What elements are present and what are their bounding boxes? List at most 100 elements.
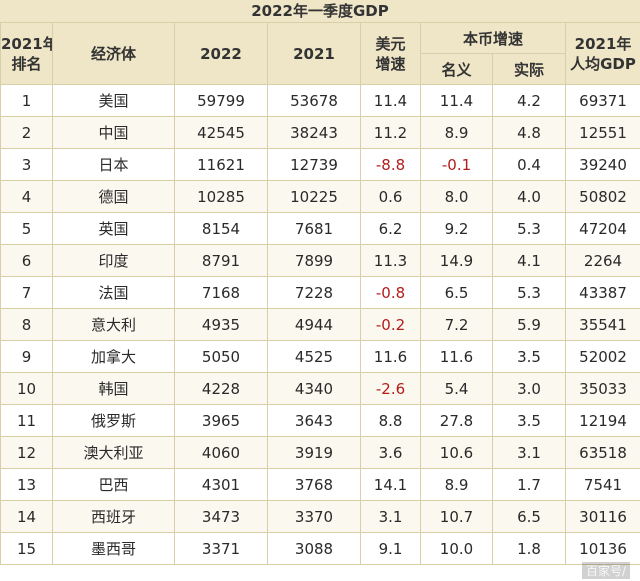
cell-per-capita: 47204 bbox=[565, 212, 640, 245]
cell-real-growth: 3.5 bbox=[491, 404, 567, 437]
cell-gdp-2022: 42545 bbox=[174, 116, 268, 149]
header-2022: 2022 bbox=[174, 22, 268, 85]
cell-usd-growth: 8.8 bbox=[360, 404, 421, 437]
cell-gdp-2021: 3919 bbox=[267, 436, 361, 469]
cell-gdp-2021: 38243 bbox=[267, 116, 361, 149]
cell-usd-growth: -0.8 bbox=[360, 276, 421, 309]
cell-per-capita: 50802 bbox=[565, 180, 640, 213]
cell-per-capita: 2264 bbox=[565, 244, 640, 277]
cell-real-growth: 3.5 bbox=[491, 340, 567, 373]
cell-real-growth: 4.2 bbox=[491, 84, 567, 117]
cell-nominal-growth: 8.9 bbox=[420, 468, 493, 501]
cell-economy: 法国 bbox=[52, 276, 175, 309]
cell-gdp-2022: 3473 bbox=[174, 500, 268, 533]
cell-real-growth: 4.8 bbox=[491, 116, 567, 149]
header-rank: 2021年 排名 bbox=[0, 22, 53, 85]
cell-nominal-growth: 8.9 bbox=[420, 116, 493, 149]
cell-economy: 西班牙 bbox=[52, 500, 175, 533]
cell-rank: 8 bbox=[0, 308, 53, 341]
cell-nominal-growth: 5.4 bbox=[420, 372, 493, 405]
cell-gdp-2021: 4340 bbox=[267, 372, 361, 405]
cell-economy: 巴西 bbox=[52, 468, 175, 501]
cell-real-growth: 6.5 bbox=[491, 500, 567, 533]
cell-rank: 3 bbox=[0, 148, 53, 181]
cell-real-growth: 3.0 bbox=[491, 372, 567, 405]
cell-usd-growth: 11.3 bbox=[360, 244, 421, 277]
cell-gdp-2022: 4935 bbox=[174, 308, 268, 341]
cell-usd-growth: 14.1 bbox=[360, 468, 421, 501]
cell-real-growth: 5.9 bbox=[491, 308, 567, 341]
table-row: 11 俄罗斯 3965 3643 8.8 27.8 3.5 12194 bbox=[0, 404, 640, 437]
cell-nominal-growth: 11.4 bbox=[420, 84, 493, 117]
cell-real-growth: 4.0 bbox=[491, 180, 567, 213]
table-row: 5 英国 8154 7681 6.2 9.2 5.3 47204 bbox=[0, 212, 640, 245]
cell-gdp-2022: 10285 bbox=[174, 180, 268, 213]
cell-nominal-growth: 6.5 bbox=[420, 276, 493, 309]
cell-nominal-growth: 14.9 bbox=[420, 244, 493, 277]
header-row-top: 2021年 排名 经济体 2022 2021 美元 增速 本币增速 2021年 … bbox=[0, 22, 640, 85]
cell-gdp-2022: 8791 bbox=[174, 244, 268, 277]
header-usd-growth: 美元 增速 bbox=[360, 22, 421, 85]
cell-gdp-2021: 12739 bbox=[267, 148, 361, 181]
cell-rank: 6 bbox=[0, 244, 53, 277]
cell-gdp-2022: 5050 bbox=[174, 340, 268, 373]
cell-usd-growth: 0.6 bbox=[360, 180, 421, 213]
cell-usd-growth: -2.6 bbox=[360, 372, 421, 405]
cell-gdp-2021: 3370 bbox=[267, 500, 361, 533]
cell-gdp-2022: 59799 bbox=[174, 84, 268, 117]
cell-per-capita: 30116 bbox=[565, 500, 640, 533]
cell-gdp-2022: 8154 bbox=[174, 212, 268, 245]
cell-nominal-growth: 10.7 bbox=[420, 500, 493, 533]
cell-rank: 5 bbox=[0, 212, 53, 245]
cell-rank: 4 bbox=[0, 180, 53, 213]
header-per-capita: 2021年 人均GDP bbox=[565, 22, 640, 85]
cell-real-growth: 5.3 bbox=[491, 276, 567, 309]
cell-gdp-2021: 7681 bbox=[267, 212, 361, 245]
cell-nominal-growth: 9.2 bbox=[420, 212, 493, 245]
header-2021: 2021 bbox=[267, 22, 361, 85]
cell-gdp-2021: 3088 bbox=[267, 532, 361, 565]
header-local-growth: 本币增速 bbox=[419, 22, 567, 54]
cell-gdp-2021: 7899 bbox=[267, 244, 361, 277]
cell-nominal-growth: 10.0 bbox=[420, 532, 493, 565]
cell-nominal-growth: 7.2 bbox=[420, 308, 493, 341]
cell-rank: 15 bbox=[0, 532, 53, 565]
cell-rank: 2 bbox=[0, 116, 53, 149]
cell-usd-growth: 6.2 bbox=[360, 212, 421, 245]
cell-economy: 韩国 bbox=[52, 372, 175, 405]
header-row-sub: 名义 实际 bbox=[1, 53, 640, 85]
cell-rank: 13 bbox=[0, 468, 53, 501]
cell-gdp-2021: 7228 bbox=[267, 276, 361, 309]
table-row: 13 巴西 4301 3768 14.1 8.9 1.7 7541 bbox=[0, 468, 640, 501]
table-row: 3 日本 11621 12739 -8.8 -0.1 0.4 39240 bbox=[0, 148, 640, 181]
cell-per-capita: 69371 bbox=[565, 84, 640, 117]
cell-real-growth: 5.3 bbox=[491, 212, 567, 245]
table-row: 14 西班牙 3473 3370 3.1 10.7 6.5 30116 bbox=[0, 500, 640, 533]
table-title: 2022年一季度GDP bbox=[0, 0, 640, 23]
cell-rank: 9 bbox=[0, 340, 53, 373]
cell-per-capita: 35033 bbox=[565, 372, 640, 405]
header-nominal: 名义 bbox=[420, 53, 493, 85]
cell-economy: 中国 bbox=[52, 116, 175, 149]
table-row: 6 印度 8791 7899 11.3 14.9 4.1 2264 bbox=[0, 244, 640, 277]
cell-economy: 意大利 bbox=[52, 308, 175, 341]
cell-per-capita: 43387 bbox=[565, 276, 640, 309]
cell-nominal-growth: -0.1 bbox=[420, 148, 493, 181]
cell-per-capita: 12551 bbox=[565, 116, 640, 149]
cell-economy: 日本 bbox=[52, 148, 175, 181]
cell-usd-growth: 3.6 bbox=[360, 436, 421, 469]
cell-real-growth: 1.8 bbox=[491, 532, 567, 565]
cell-per-capita: 12194 bbox=[565, 404, 640, 437]
table-row: 7 法国 7168 7228 -0.8 6.5 5.3 43387 bbox=[0, 276, 640, 309]
table-row: 1 美国 59799 53678 11.4 11.4 4.2 69371 bbox=[0, 84, 640, 117]
cell-gdp-2022: 3965 bbox=[174, 404, 268, 437]
cell-real-growth: 4.1 bbox=[491, 244, 567, 277]
header-real: 实际 bbox=[491, 53, 567, 85]
cell-usd-growth: -8.8 bbox=[360, 148, 421, 181]
table-row: 10 韩国 4228 4340 -2.6 5.4 3.0 35033 bbox=[0, 372, 640, 405]
cell-rank: 14 bbox=[0, 500, 53, 533]
cell-economy: 俄罗斯 bbox=[52, 404, 175, 437]
cell-economy: 澳大利亚 bbox=[52, 436, 175, 469]
cell-gdp-2021: 4525 bbox=[267, 340, 361, 373]
cell-gdp-2021: 4944 bbox=[267, 308, 361, 341]
